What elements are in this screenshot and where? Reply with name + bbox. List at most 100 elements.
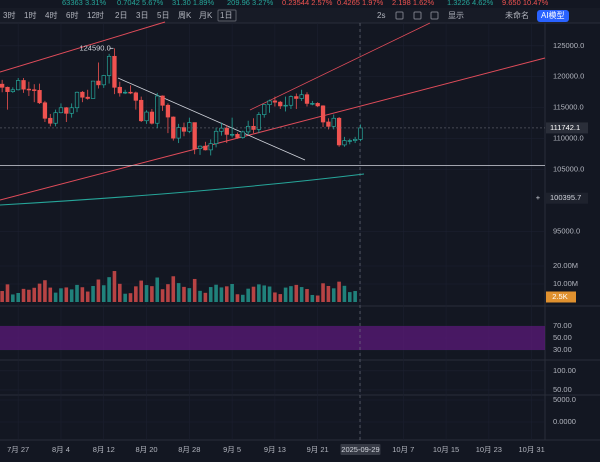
timeframe-button[interactable]: 3时 — [3, 10, 15, 20]
volume-bar — [171, 276, 176, 302]
volume-bar — [208, 287, 213, 302]
volume-bar — [342, 285, 347, 302]
x-tick-label: 7月 27 — [7, 445, 29, 454]
y-tick-label: 110000.0 — [553, 134, 584, 143]
candle-body — [176, 127, 181, 139]
toolbar-icon[interactable] — [413, 11, 422, 20]
timeframe-button[interactable]: 1时 — [24, 10, 36, 20]
candle-body — [326, 121, 331, 127]
ma-marker-plus: + — [536, 193, 541, 202]
candle-body — [272, 100, 278, 103]
timeframe-button[interactable]: 月K — [199, 11, 213, 20]
candle-body — [90, 80, 96, 99]
x-tick-label: 10月 23 — [476, 445, 502, 454]
candle-body — [347, 140, 352, 142]
volume-bar — [0, 291, 4, 302]
volume-bar — [337, 281, 341, 302]
y-tick-label: 50.00 — [553, 385, 572, 394]
timeframe-button[interactable]: 1日 — [220, 11, 232, 20]
volume-bar — [283, 287, 288, 302]
volume-bar — [64, 287, 69, 302]
candle-body — [336, 117, 342, 146]
y-tick-label: 105000.0 — [553, 165, 584, 174]
ticker-row: 63363 3.31% 0.7042 5.67% 31.30 1.89% 209.96… — [62, 0, 549, 7]
volume-bar — [187, 288, 192, 302]
ma-marker-box — [546, 192, 588, 204]
candle-body — [267, 100, 272, 105]
volume-bar — [101, 285, 106, 302]
timeframe-button[interactable]: 周K — [178, 11, 192, 20]
volume-bar — [198, 290, 202, 302]
toolbar-icon[interactable] — [395, 11, 404, 20]
candle-body — [331, 117, 336, 127]
x-tick-label: 9月 21 — [307, 445, 329, 454]
x-tick-label: 10月 31 — [518, 445, 544, 454]
volume-bar — [353, 291, 357, 302]
candle-body — [37, 90, 42, 104]
candle-body — [123, 91, 128, 94]
x-tick-label: 2025-09-29 — [341, 445, 379, 454]
timeframe-button[interactable]: 2日 — [115, 11, 127, 20]
ticker-item: 0.7042 5.67% — [117, 0, 164, 7]
candle-body — [224, 127, 229, 135]
volume-bar — [80, 287, 85, 302]
volume-bar — [21, 288, 26, 302]
ai-button-bg[interactable] — [537, 10, 569, 22]
y-tick-label: 5000.0 — [553, 395, 576, 404]
volume-bar — [96, 279, 101, 302]
volume-bar — [267, 286, 272, 302]
candle-body — [112, 55, 117, 88]
x-tick-label: 8月 4 — [52, 445, 70, 454]
volume-bar — [107, 277, 111, 302]
candle-body — [133, 92, 138, 101]
y-tick-label: 125000.0 — [553, 41, 584, 50]
candle-body — [262, 104, 267, 115]
toolbar-items: 3时 1时 4时 6时 12时 2日 3日 5日 周K 月K 1日 2s 显示 未命名 AI模型 — [3, 9, 569, 22]
grid — [0, 23, 545, 440]
volume-bar — [305, 289, 309, 302]
timeframe-button[interactable]: 12时 — [87, 10, 104, 20]
candle-body — [74, 91, 80, 109]
candle-body — [0, 83, 5, 88]
timeframe-button[interactable]: 3日 — [136, 11, 148, 20]
toolbar-button[interactable]: 2s — [377, 11, 385, 20]
long-ma-line — [0, 173, 365, 206]
rsi-band — [0, 326, 545, 350]
candle-body — [342, 140, 347, 146]
volume-bar — [11, 294, 15, 302]
candle-body — [42, 102, 48, 119]
volume-bar — [43, 280, 47, 302]
volume-bar — [112, 271, 117, 302]
price-label-box — [546, 122, 588, 134]
candle-body — [48, 117, 53, 124]
x-tick-label: 8月 20 — [135, 445, 157, 454]
volume-bar — [326, 285, 331, 302]
timeframe-button[interactable]: 4时 — [45, 10, 57, 20]
volume-bar — [134, 286, 138, 302]
volume-bar — [128, 293, 133, 302]
candle-body — [315, 103, 320, 107]
x-tick-label: 8月 12 — [93, 445, 115, 454]
timeframe-button[interactable]: 5日 — [157, 11, 169, 20]
x-tick-label: 9月 5 — [223, 445, 241, 454]
volume-bar — [251, 286, 256, 302]
candle-body — [139, 99, 144, 122]
volume-bar — [331, 288, 336, 302]
volume-bar — [294, 284, 299, 302]
ai-button[interactable]: AI模型 — [541, 10, 565, 20]
candle-body — [235, 134, 240, 138]
ticker-item: 9.650 10.47% — [502, 0, 549, 7]
candle-body — [320, 105, 326, 123]
volume-bar — [27, 289, 31, 302]
candle-body — [80, 91, 85, 98]
toolbar-button[interactable]: 未命名 — [505, 10, 529, 20]
candle-body — [246, 125, 251, 133]
candle-body — [96, 80, 101, 86]
x-tick-label: 8月 28 — [178, 445, 200, 454]
y-tick-label: 100.00 — [553, 366, 576, 375]
toolbar-button[interactable]: 显示 — [448, 11, 464, 20]
toolbar-icon[interactable] — [430, 11, 439, 20]
timeframe-button[interactable]: 6时 — [66, 10, 78, 20]
volume-last-label: 2.5K — [552, 292, 567, 301]
drawings — [0, 21, 546, 440]
